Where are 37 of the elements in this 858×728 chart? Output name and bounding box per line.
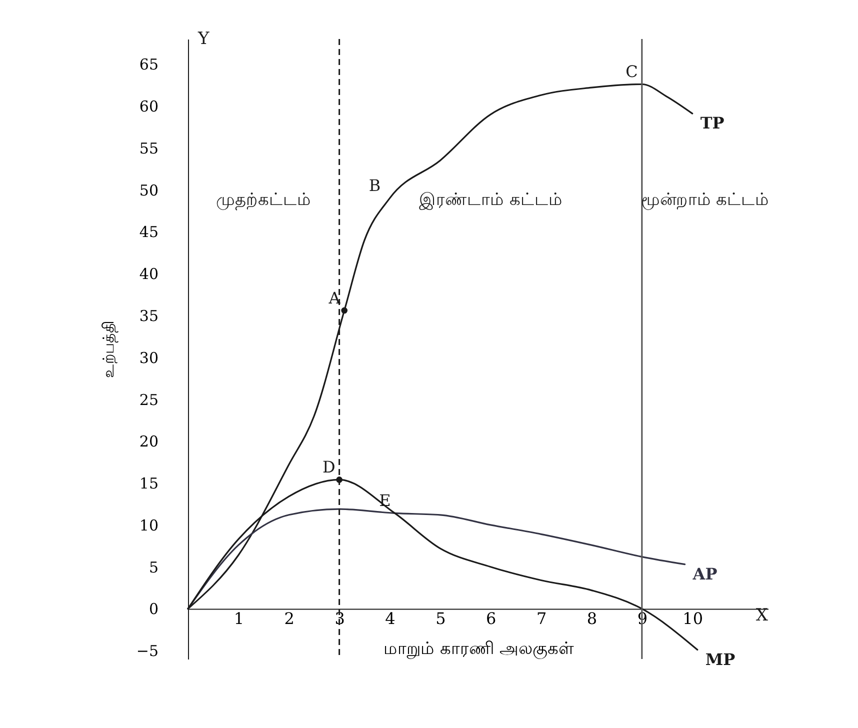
y-tick-label: 35 [139, 306, 158, 325]
x-tick-label: 6 [486, 609, 496, 628]
x-tick-label: 4 [385, 609, 396, 628]
y-tick-label: 25 [139, 390, 158, 409]
y-tick-label: 30 [139, 348, 158, 367]
annotation: Y [197, 29, 210, 49]
annotation: இரண்டாம் கட்டம் [418, 190, 562, 210]
y-tick-label: 15 [139, 474, 158, 493]
annotation: A [328, 288, 341, 308]
y-tick-label: 40 [139, 265, 158, 284]
x-tick-label: 5 [436, 609, 446, 628]
annotation: C [626, 62, 638, 82]
series-label: AP [692, 564, 718, 584]
y-tick-label: 20 [139, 432, 158, 451]
y-axis-title: உற்பத்தி [99, 321, 118, 378]
annotation: D [322, 458, 336, 477]
x-tick-label: 7 [536, 609, 547, 628]
y-tick-label: 60 [139, 98, 158, 116]
y-tick-label: −5 [136, 642, 158, 660]
y-tick-label: 0 [148, 600, 158, 618]
y-tick-label: 50 [139, 181, 158, 200]
annotation: முதற்கட்டம் [216, 190, 312, 210]
x-tick-label: 1 [234, 609, 244, 628]
x-tick-label: 8 [586, 609, 598, 628]
x-tick-label: 2 [284, 609, 294, 628]
annotation: X [756, 606, 769, 626]
y-tick-label: 65 [139, 56, 158, 74]
y-tick-label: 10 [139, 516, 158, 534]
series-label: MP [705, 650, 736, 669]
y-tick-label: 5 [148, 558, 158, 576]
annotation: B [368, 176, 381, 196]
series-label: TP [700, 114, 724, 133]
x-tick-label: 10 [682, 609, 704, 628]
x-tick-label: 3 [334, 609, 345, 628]
x-axis-title: மாறும் காரணி அலகுகள் [384, 639, 574, 660]
y-tick-label: 55 [139, 139, 158, 158]
y-tick-label: 45 [139, 223, 158, 242]
